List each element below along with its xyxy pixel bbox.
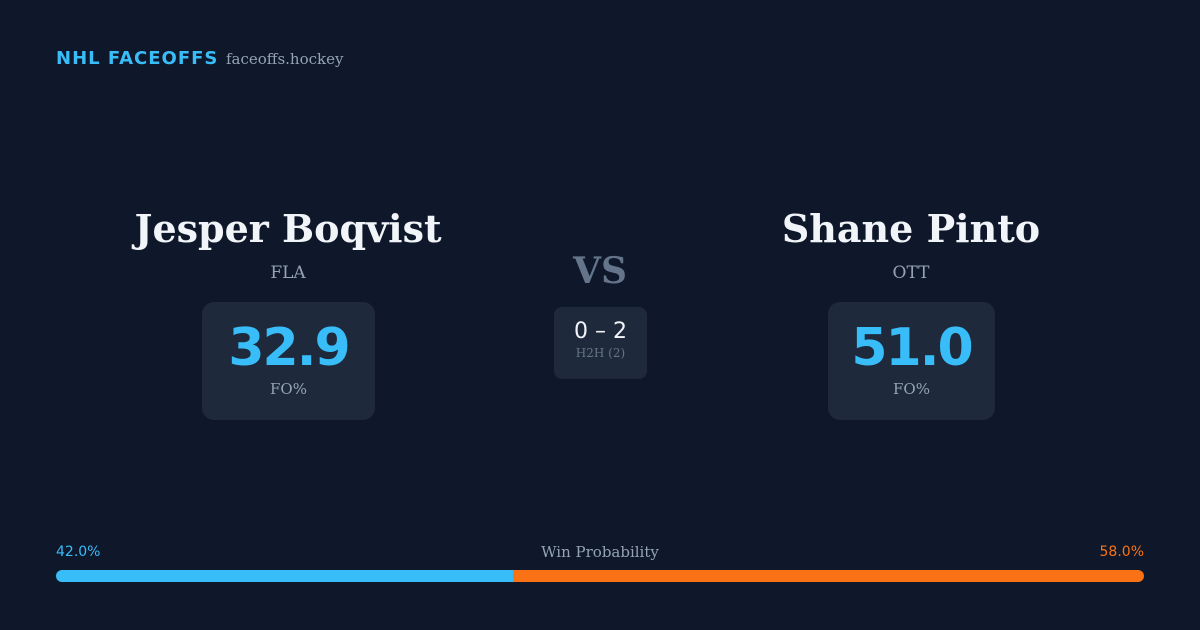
probability-bar <box>56 570 1144 582</box>
stat-label: FO% <box>893 380 930 398</box>
wp-title: Win Probability <box>541 543 659 561</box>
probability-segment <box>56 570 513 582</box>
team: FLA <box>270 263 306 283</box>
team: OTT <box>892 263 930 283</box>
right-pct: 58.0% <box>1099 544 1144 560</box>
vs: VS <box>573 250 627 292</box>
stat-label: FO% <box>270 380 307 398</box>
left-pct: 42.0% <box>56 544 101 560</box>
stat-card: 32.9 FO% <box>202 302 375 420</box>
h2h-label: H2H (2) <box>575 346 626 360</box>
player-name: Shane Pinto <box>781 206 1041 251</box>
brand: NHL FACEOFFS <box>56 48 219 69</box>
stat-card: 51.0 FO% <box>828 302 995 420</box>
h2h-record: 0 – 2 <box>574 319 627 344</box>
stat: 32.9 <box>228 318 350 378</box>
h2h-card: 0 – 2 H2H (2) <box>554 307 647 379</box>
probability-segment <box>512 570 1144 582</box>
player-name: Jesper Boqvist <box>134 206 442 251</box>
stat: 51.0 <box>851 318 973 378</box>
site: faceoffs.hockey <box>226 50 344 68</box>
